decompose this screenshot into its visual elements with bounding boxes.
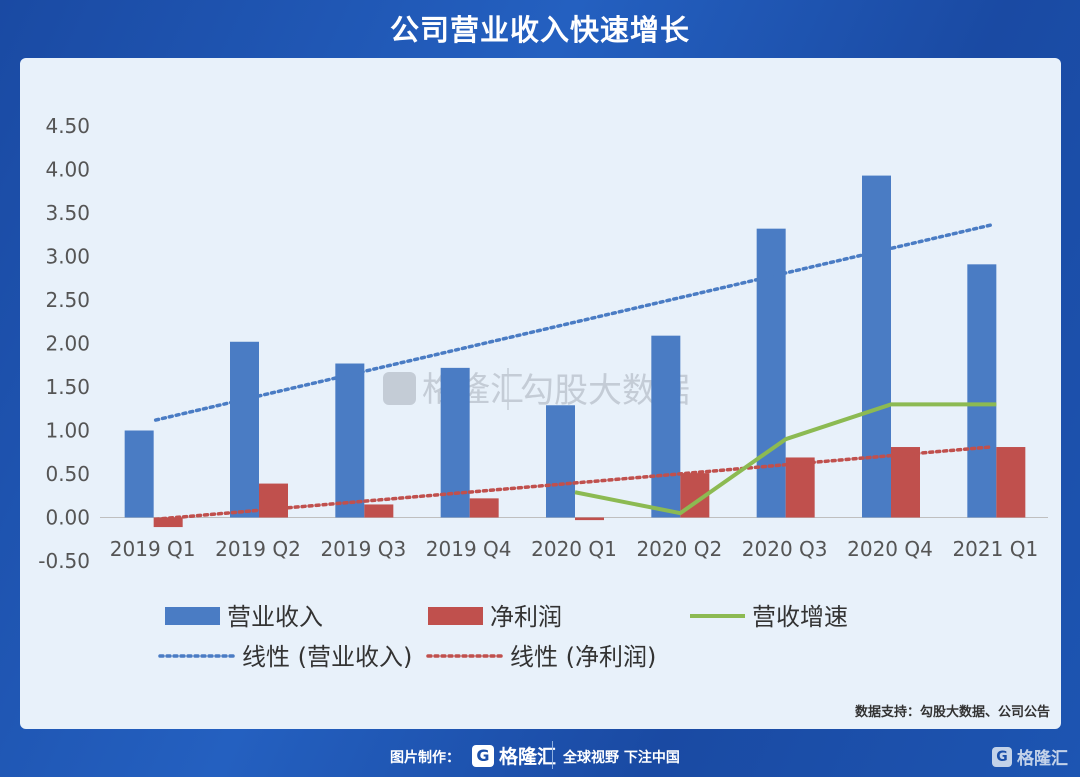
legend-net-profit-label: 净利润 xyxy=(490,603,562,631)
footer-brand-name: 格隆汇 xyxy=(499,746,557,768)
page-title: 公司营业收入快速增长 xyxy=(389,13,690,47)
growth-rate-line xyxy=(574,402,997,516)
x-axis-ticks: 2019 Q1 2019 Q2 2019 Q3 2019 Q4 2020 Q1 2020 … xyxy=(110,537,1038,561)
y-tick-label: 0.00 xyxy=(45,506,90,530)
x-tick-label: 2020 Q4 xyxy=(847,537,933,561)
footer-slogan: 全球视野 下注中国 xyxy=(563,750,680,766)
revenue-bar xyxy=(546,405,575,518)
x-tick-label: 2019 Q2 xyxy=(215,537,301,561)
brand-logo-icon: G xyxy=(472,744,494,767)
watermark-brand: 格隆汇 xyxy=(422,370,524,410)
x-tick-label: 2020 Q2 xyxy=(636,537,722,561)
net-profit-bar xyxy=(996,447,1026,518)
legend-net-profit: 净利润 xyxy=(428,603,562,631)
legend-revenue-trend-label: 线性 (营业收入) xyxy=(242,643,412,671)
net-profit-trend-line xyxy=(153,445,993,521)
corner-logo-icon: G xyxy=(992,746,1012,767)
bar-series xyxy=(124,175,1026,528)
revenue-bar xyxy=(651,335,681,518)
y-tick-label: 1.00 xyxy=(45,419,90,443)
y-tick-label: 3.50 xyxy=(45,201,90,225)
revenue-trend-line xyxy=(153,223,993,422)
x-tick-label: 2020 Q1 xyxy=(531,537,617,561)
revenue-bar xyxy=(862,175,891,518)
legend-revenue-trend: 线性 (营业收入) xyxy=(158,643,412,671)
x-tick-label: 2019 Q4 xyxy=(426,537,512,561)
footer: 图片制作： G 格隆汇 全球视野 下注中国 xyxy=(0,736,1080,777)
legend-net-profit-trend: 线性 (净利润) xyxy=(426,643,656,671)
source-note: 数据支持：勾股大数据、公司公告 xyxy=(854,705,1050,720)
watermark-logo-icon xyxy=(383,372,416,405)
net-profit-bar xyxy=(259,483,288,518)
legend-growth-label: 营收增速 xyxy=(752,603,848,631)
x-tick-label: 2019 Q1 xyxy=(110,537,196,561)
x-tick-label: 2020 Q3 xyxy=(742,537,828,561)
legend-net-profit-trend-label: 线性 (净利润) xyxy=(510,643,656,671)
legend-revenue-label: 营业收入 xyxy=(227,603,323,631)
y-tick-label: 4.50 xyxy=(45,114,90,138)
revenue-bar xyxy=(967,264,997,518)
footer-credit-label: 图片制作： xyxy=(390,750,460,766)
y-tick-label: 3.00 xyxy=(45,245,90,269)
legend-net-profit-swatch xyxy=(428,607,483,625)
y-tick-label: 4.00 xyxy=(45,158,90,182)
y-tick-label: 1.50 xyxy=(45,375,90,399)
net-profit-bar xyxy=(785,457,815,518)
legend-growth: 营收增速 xyxy=(690,603,848,631)
net-profit-bar xyxy=(469,498,499,518)
legend-revenue: 营业收入 xyxy=(165,603,323,631)
legend-revenue-swatch xyxy=(165,607,220,625)
revenue-bar xyxy=(756,228,786,518)
y-axis-ticks: 4.50 4.00 3.50 3.00 2.50 2.00 1.50 1.00 0.50 0.00… xyxy=(38,114,90,573)
trend-lines xyxy=(153,223,993,521)
net-profit-bar xyxy=(575,517,604,521)
y-tick-label: 2.00 xyxy=(45,332,90,356)
x-tick-label: 2019 Q3 xyxy=(320,537,406,561)
net-profit-bar xyxy=(364,504,394,518)
revenue-bar xyxy=(230,341,259,518)
y-tick-label: -0.50 xyxy=(38,549,90,573)
corner-logo: G 格隆汇 xyxy=(992,744,1068,769)
footer-divider xyxy=(552,741,553,769)
y-tick-label: 2.50 xyxy=(45,288,90,312)
revenue-bar xyxy=(124,430,154,518)
y-tick-label: 0.50 xyxy=(45,462,90,486)
x-tick-label: 2021 Q1 xyxy=(952,537,1038,561)
net-profit-bar xyxy=(153,517,183,528)
revenue-bar xyxy=(335,363,365,518)
net-profit-bar xyxy=(891,447,920,518)
line-series xyxy=(574,402,997,516)
corner-logo-name: 格隆汇 xyxy=(1017,749,1068,769)
footer-brand: G 格隆汇 xyxy=(472,742,556,769)
